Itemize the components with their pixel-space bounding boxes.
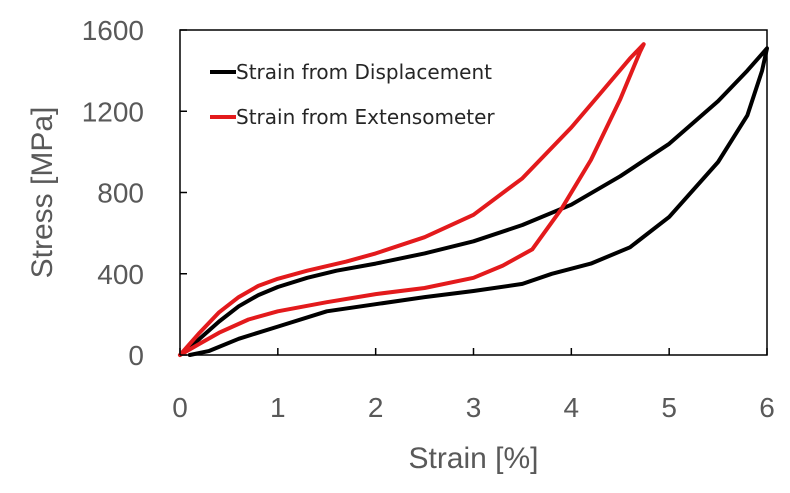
series-layer	[178, 42, 769, 357]
x-axis-ticks: 0 1 2 3 4 5 6	[172, 348, 775, 423]
legend: Strain from Displacement Strain from Ext…	[210, 60, 495, 129]
y-tick-label: 800	[97, 178, 144, 209]
x-tick-label: 3	[466, 392, 482, 423]
y-axis-ticks: 0 400 800 1200 1600	[82, 15, 187, 371]
x-tick-label: 2	[368, 392, 384, 423]
series-line-displacement	[178, 46, 769, 357]
legend-label-extensometer: Strain from Extensometer	[236, 105, 495, 129]
legend-label-displacement: Strain from Displacement	[236, 60, 492, 84]
x-tick-label: 6	[759, 392, 775, 423]
y-tick-label: 400	[97, 259, 144, 290]
x-tick-label: 5	[661, 392, 677, 423]
x-tick-label: 1	[270, 392, 286, 423]
y-tick-label: 1200	[82, 96, 144, 127]
y-tick-label: 0	[128, 340, 144, 371]
x-axis-title: Strain [%]	[408, 442, 538, 475]
x-tick-label: 4	[564, 392, 580, 423]
x-tick-label: 0	[172, 392, 188, 423]
series-line-extensometer	[178, 42, 646, 357]
y-axis-title: Stress [MPa]	[26, 107, 59, 279]
y-tick-label: 1600	[82, 15, 144, 46]
